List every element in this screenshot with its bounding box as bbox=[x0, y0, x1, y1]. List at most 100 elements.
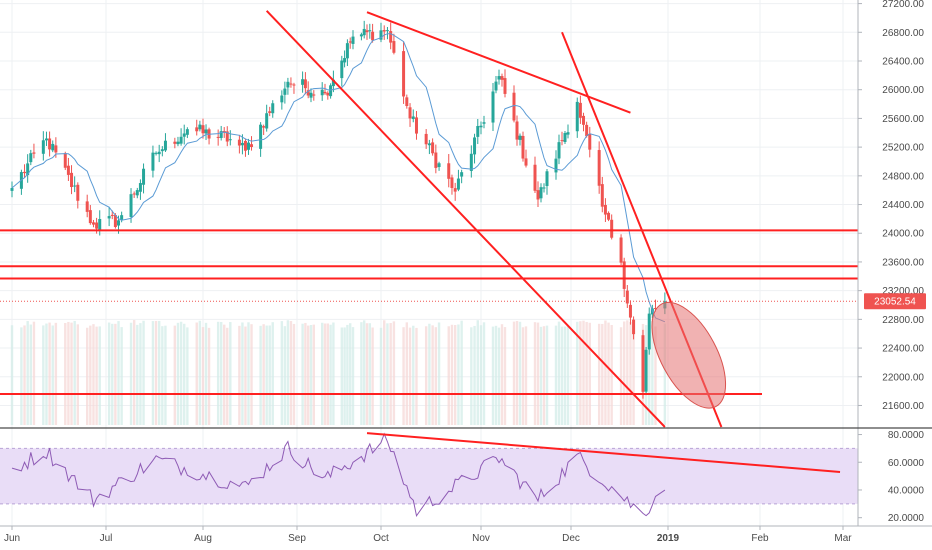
volume-bar bbox=[629, 322, 632, 425]
volume-bar bbox=[632, 326, 635, 425]
candle-body bbox=[176, 141, 180, 145]
volume-bar bbox=[247, 322, 250, 425]
projection-ellipse bbox=[651, 301, 727, 409]
volume-bar bbox=[482, 322, 486, 425]
candle-body bbox=[63, 153, 67, 168]
candle-body bbox=[243, 140, 247, 151]
volume-bar bbox=[301, 323, 304, 425]
month-tick-label: Feb bbox=[751, 533, 769, 544]
candle-body bbox=[151, 152, 155, 171]
candle-body bbox=[500, 76, 504, 80]
candle-body bbox=[607, 212, 611, 220]
candle-body bbox=[557, 142, 561, 159]
volume-bar bbox=[536, 322, 540, 425]
volume-bar bbox=[244, 326, 247, 425]
volume-bar bbox=[626, 320, 629, 425]
volume-bar bbox=[539, 326, 543, 425]
volume-bar bbox=[365, 323, 369, 425]
candle-body bbox=[411, 116, 415, 120]
candle-body bbox=[610, 219, 614, 238]
candle-body bbox=[66, 165, 70, 175]
candle-body bbox=[402, 51, 406, 97]
volume-bar bbox=[117, 321, 120, 425]
volume-bar bbox=[579, 321, 582, 425]
volume-bar bbox=[585, 321, 588, 425]
volume-bar bbox=[204, 322, 208, 425]
candle-body bbox=[76, 184, 80, 201]
month-tick-label: Sep bbox=[288, 533, 306, 544]
candle-body bbox=[456, 178, 460, 190]
volume-bar bbox=[542, 326, 546, 425]
volume-bar bbox=[533, 322, 537, 425]
volume-bar bbox=[392, 321, 396, 425]
volume-bar bbox=[383, 320, 386, 425]
price-tick-label: 26000.00 bbox=[882, 85, 924, 96]
price-tick-label: 23200.00 bbox=[882, 286, 924, 297]
volume-bar bbox=[111, 323, 114, 425]
candle-body bbox=[216, 136, 220, 138]
candle-body bbox=[408, 107, 412, 119]
candle-body bbox=[427, 143, 431, 146]
volume-bar bbox=[238, 325, 241, 425]
volume-bar bbox=[120, 327, 123, 425]
volume-bar bbox=[173, 325, 177, 425]
volume-bar bbox=[515, 320, 519, 425]
trend-line bbox=[265, 10, 666, 428]
volume-bar bbox=[408, 327, 412, 425]
candle-body bbox=[491, 91, 495, 123]
candle-body bbox=[10, 188, 14, 191]
candle-body bbox=[44, 138, 48, 141]
volume-bar bbox=[447, 326, 450, 425]
volume-bar bbox=[329, 324, 332, 425]
volume-bar bbox=[176, 322, 180, 425]
volume-bar bbox=[412, 325, 415, 425]
candle-body bbox=[588, 134, 592, 150]
month-tick-label: 2019 bbox=[657, 533, 680, 544]
candle-body bbox=[345, 43, 349, 59]
volume-bar bbox=[86, 327, 89, 425]
volume-bar bbox=[363, 320, 366, 425]
candle-body bbox=[563, 133, 567, 143]
volume-bar bbox=[588, 322, 591, 425]
candle-body bbox=[368, 30, 372, 32]
candle-body bbox=[453, 188, 457, 192]
candle-body bbox=[575, 101, 579, 132]
candle-body bbox=[271, 103, 275, 114]
candle-body bbox=[54, 145, 58, 153]
price-tick-label: 22800.00 bbox=[882, 315, 924, 326]
candle-body bbox=[326, 92, 330, 96]
volume-bar bbox=[183, 323, 186, 425]
candle-body bbox=[392, 41, 396, 53]
price-tick-label: 24000.00 bbox=[882, 229, 924, 240]
volume-bar bbox=[521, 327, 525, 425]
candle-body bbox=[120, 215, 124, 220]
price-tick-label: 21600.00 bbox=[882, 401, 924, 412]
candle-body bbox=[204, 129, 208, 134]
candle-body bbox=[312, 94, 316, 96]
volume-bar bbox=[663, 323, 667, 425]
volume-bar bbox=[607, 322, 610, 425]
price-tick-label: 26400.00 bbox=[882, 57, 924, 68]
candle-body bbox=[379, 30, 383, 40]
volume-bar bbox=[500, 324, 504, 425]
volume-bar bbox=[434, 327, 438, 425]
volume-bar bbox=[332, 322, 335, 425]
volume-bar bbox=[265, 325, 268, 425]
volume-bar bbox=[651, 320, 654, 425]
candle-body bbox=[41, 140, 45, 154]
price-tick-label: 22400.00 bbox=[882, 344, 924, 355]
volume-bar bbox=[601, 323, 604, 425]
candle-body bbox=[545, 171, 549, 187]
candle-body bbox=[331, 79, 335, 87]
candle-body bbox=[85, 201, 89, 212]
last-price-label: 23052.54 bbox=[874, 297, 916, 308]
candle-body bbox=[73, 185, 77, 187]
candle-body bbox=[434, 152, 438, 168]
candle-body bbox=[431, 142, 435, 154]
volume-bar bbox=[326, 323, 329, 425]
candle-body bbox=[521, 135, 525, 159]
volume-bar bbox=[307, 325, 310, 425]
trend-line bbox=[366, 11, 631, 114]
candle-body bbox=[301, 79, 305, 85]
